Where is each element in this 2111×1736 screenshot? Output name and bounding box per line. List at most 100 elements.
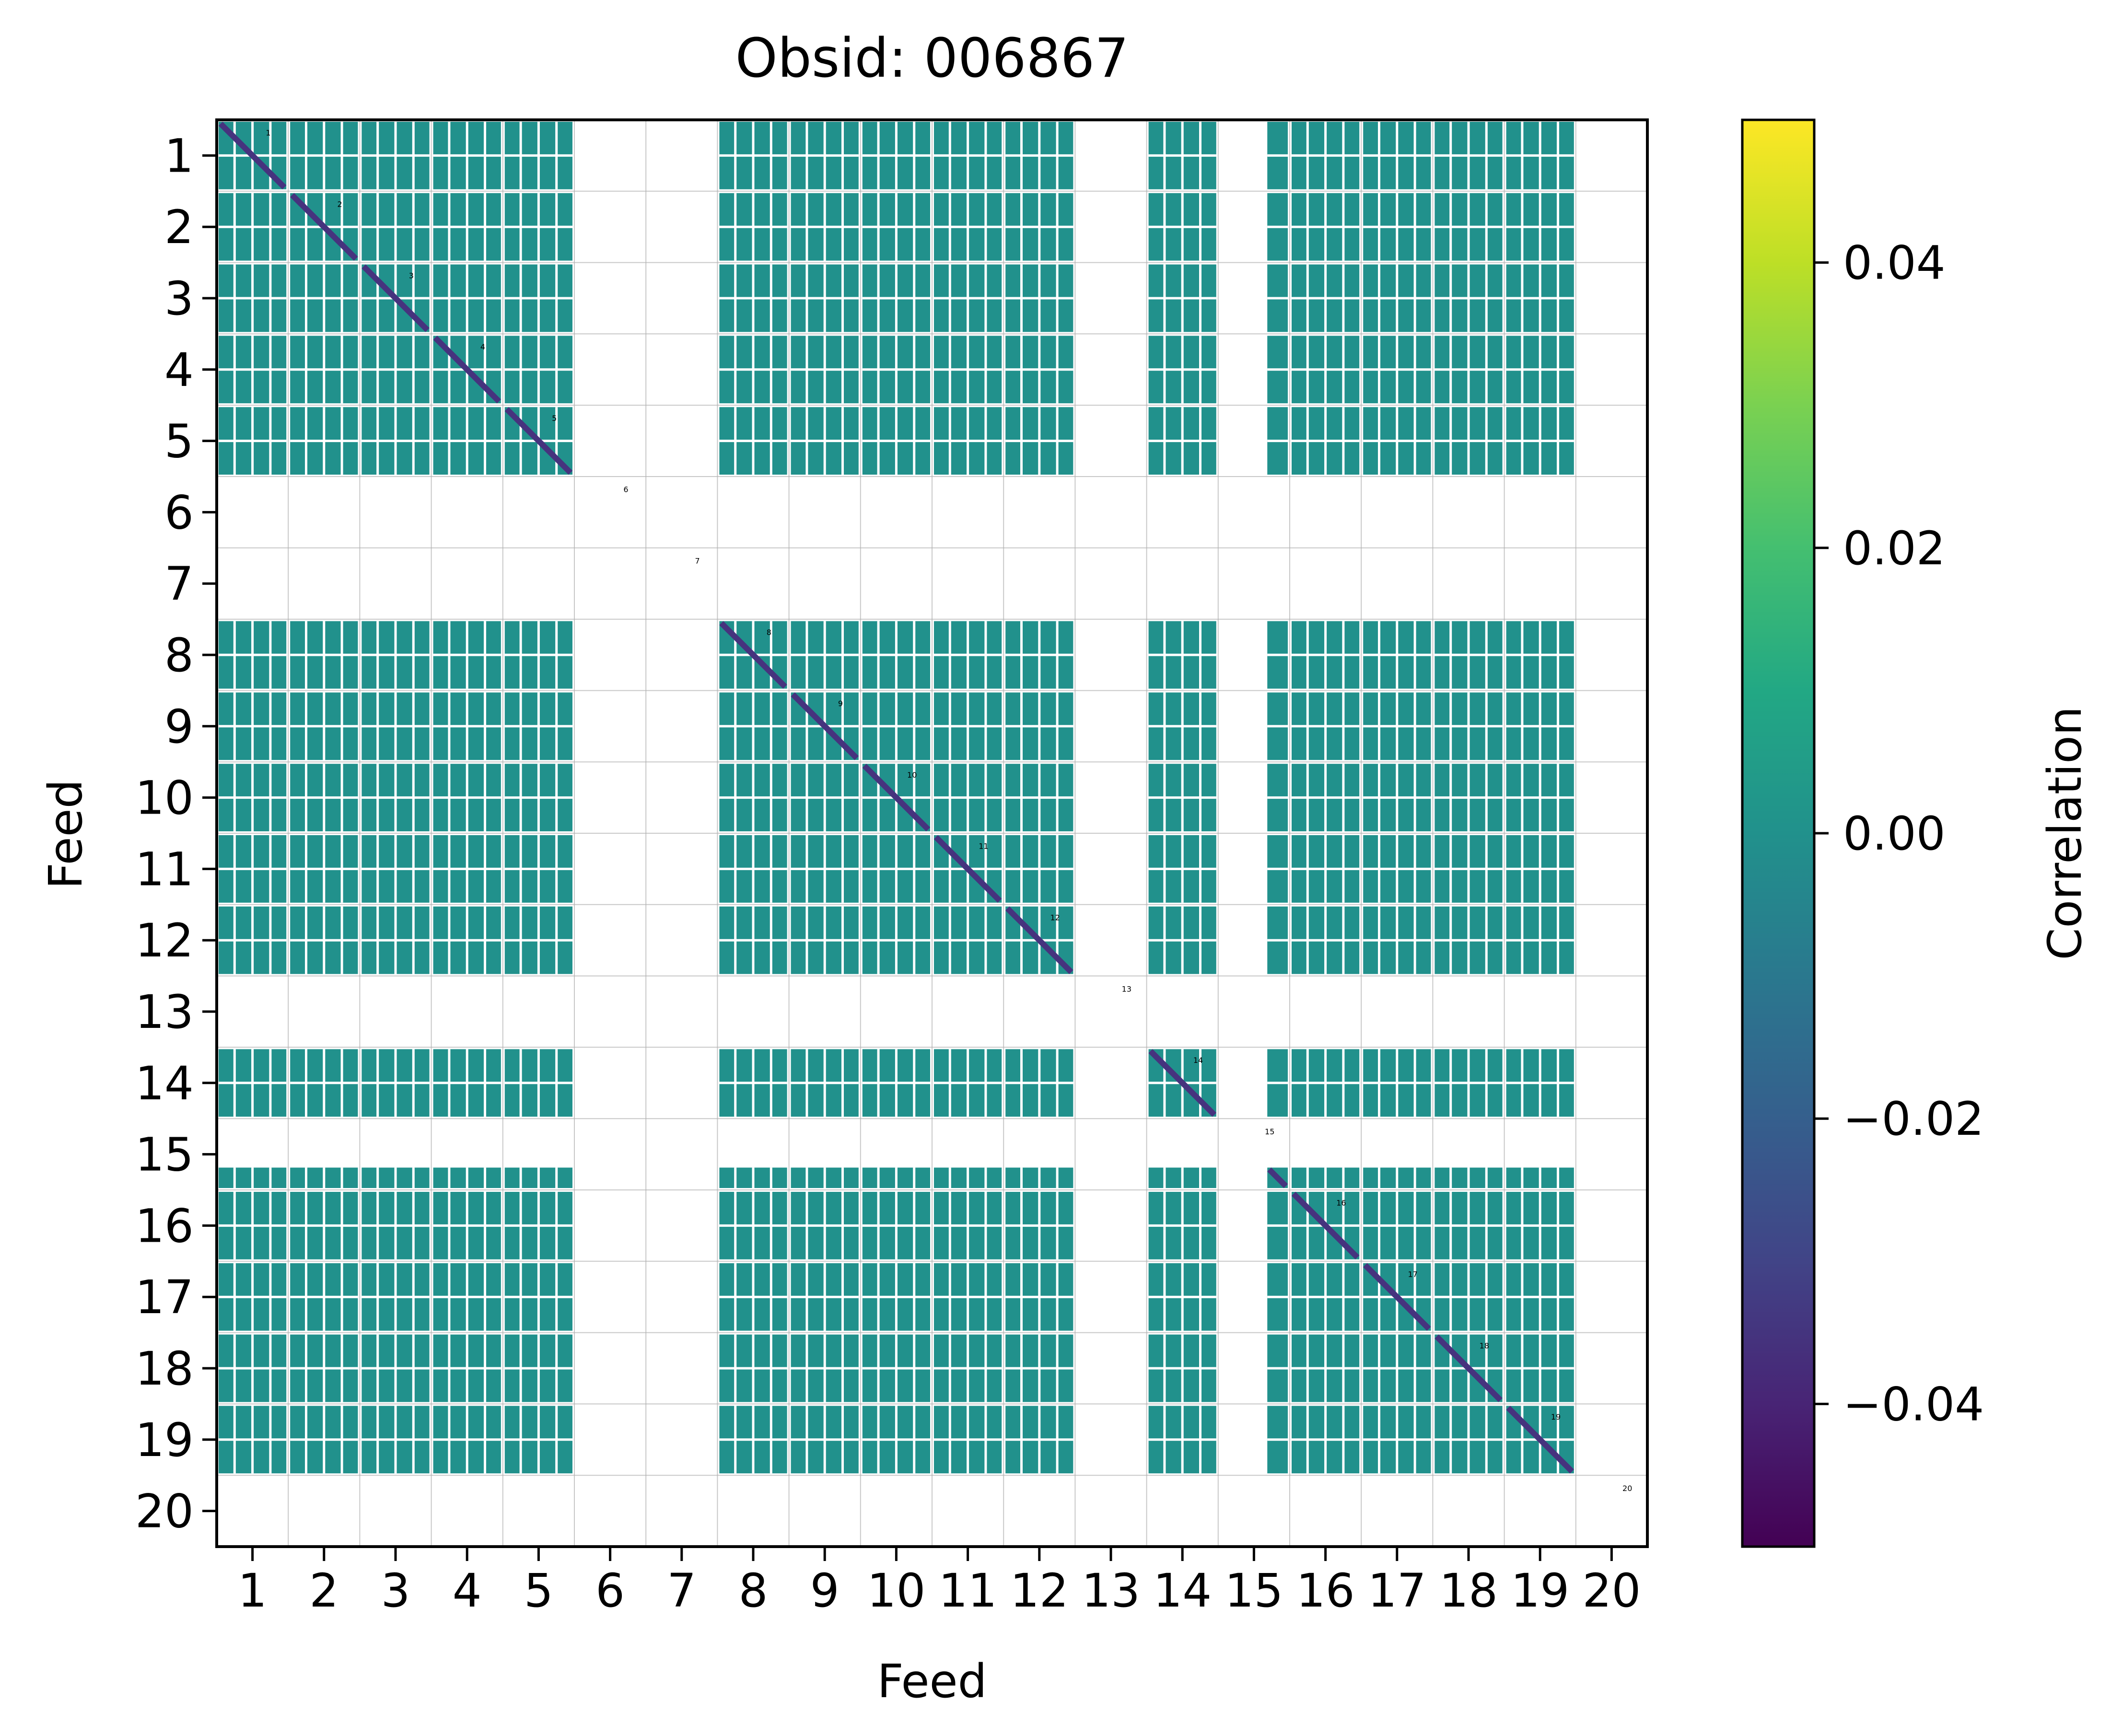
cell-15-10	[862, 1167, 930, 1188]
cell-4-1	[219, 336, 287, 404]
cell-2-8	[719, 193, 787, 261]
cell-16-17	[1363, 1192, 1431, 1259]
colorbar-tick-label-2: 0.00	[1843, 807, 1946, 861]
cell-12-1	[219, 906, 287, 974]
y-tick-label-18: 18	[135, 1342, 194, 1396]
cell-4-12	[1005, 336, 1073, 404]
cell-18-1	[219, 1334, 287, 1402]
x-tick-label-4: 4	[453, 1564, 482, 1618]
cell-16-3	[362, 1192, 430, 1259]
y-tick-label-6: 6	[164, 486, 194, 539]
cell-4-8	[719, 336, 787, 404]
diagonal-label-13: 13	[1122, 984, 1131, 993]
x-tick-label-19: 19	[1511, 1564, 1569, 1618]
diagonal-label-20: 20	[1622, 1484, 1632, 1493]
y-tick-label-1: 1	[164, 129, 194, 183]
cell-15-17	[1363, 1167, 1431, 1188]
heatmap-cells	[219, 122, 1574, 1474]
diagonal-label-14: 14	[1193, 1056, 1203, 1065]
x-tick-label-1: 1	[238, 1564, 267, 1618]
cell-3-4	[433, 264, 501, 332]
cell-17-15	[1267, 1263, 1288, 1331]
cell-18-14	[1148, 1334, 1216, 1402]
diagonal-segment-4	[433, 336, 502, 404]
y-tick-label-11: 11	[135, 842, 194, 896]
cell-14-8	[719, 1049, 787, 1117]
cell-3-5	[504, 264, 572, 332]
cell-11-3	[362, 835, 430, 903]
diagonal-segment-18	[1435, 1334, 1503, 1402]
cell-19-18	[1435, 1406, 1503, 1474]
diagonal-segment-15	[1267, 1167, 1288, 1188]
diagonal-segment-5	[504, 407, 573, 475]
y-tick-label-14: 14	[135, 1057, 194, 1110]
cell-1-2	[290, 122, 358, 189]
cell-17-14	[1148, 1263, 1216, 1331]
cell-11-5	[504, 835, 572, 903]
cell-15-1	[219, 1167, 287, 1188]
diagonal-segment-1	[218, 121, 287, 190]
cell-16-4	[433, 1192, 501, 1259]
cell-17-1	[219, 1263, 287, 1331]
cell-10-8	[719, 764, 787, 831]
cell-1-16	[1292, 122, 1360, 189]
cell-12-4	[433, 906, 501, 974]
cell-4-9	[791, 336, 859, 404]
cell-2-10	[862, 193, 930, 261]
diagonal-segment-3	[362, 264, 430, 332]
cell-4-14	[1148, 336, 1216, 404]
cell-18-17	[1363, 1334, 1431, 1402]
cell-5-16	[1292, 407, 1360, 475]
y-tick-label-5: 5	[164, 415, 194, 468]
cell-17-9	[791, 1263, 859, 1331]
y-tick-label-8: 8	[164, 629, 194, 682]
cell-18-16	[1292, 1334, 1360, 1402]
cell-8-12	[1005, 621, 1073, 689]
diagonal-label-11: 11	[979, 842, 988, 851]
y-axis-label: Feed	[39, 779, 93, 889]
cell-14-10	[862, 1049, 930, 1117]
colorbar-ticks: −0.04 −0.02 0.00 0.02 0.04	[1814, 236, 1984, 1431]
cell-16-15	[1267, 1192, 1288, 1259]
cell-8-1	[219, 621, 287, 689]
cell-17-10	[862, 1263, 930, 1331]
cell-11-17	[1363, 835, 1431, 903]
x-tick-label-9: 9	[810, 1564, 840, 1618]
cell-9-18	[1435, 692, 1503, 760]
cell-15-3	[362, 1167, 430, 1188]
cell-14-15	[1267, 1049, 1288, 1117]
x-tick-label-7: 7	[667, 1564, 696, 1618]
cell-2-14	[1148, 193, 1216, 261]
cell-5-18	[1435, 407, 1503, 475]
cell-2-9	[791, 193, 859, 261]
diagonal-segment-11	[933, 835, 1002, 903]
cell-18-2	[290, 1334, 358, 1402]
cell-3-8	[719, 264, 787, 332]
y-tick-label-17: 17	[135, 1270, 194, 1324]
cell-15-18	[1435, 1167, 1503, 1188]
cell-19-2	[290, 1406, 358, 1474]
cell-9-11	[934, 692, 1002, 760]
y-tick-label-4: 4	[164, 343, 194, 397]
x-tick-label-3: 3	[381, 1564, 410, 1618]
cell-8-19	[1506, 621, 1574, 689]
cell-19-16	[1292, 1406, 1360, 1474]
cell-3-19	[1506, 264, 1574, 332]
cell-15-19	[1506, 1167, 1574, 1188]
cell-14-5	[504, 1049, 572, 1117]
diagonal-label-17: 17	[1408, 1270, 1417, 1279]
cell-19-15	[1267, 1406, 1288, 1474]
cell-8-9	[791, 621, 859, 689]
cell-3-12	[1005, 264, 1073, 332]
cell-4-3	[362, 336, 430, 404]
diagonal-label-4: 4	[480, 342, 485, 351]
cell-1-5	[504, 122, 572, 189]
cell-9-17	[1363, 692, 1431, 760]
cell-17-3	[362, 1263, 430, 1331]
y-tick-label-7: 7	[164, 557, 194, 611]
cell-19-3	[362, 1406, 430, 1474]
cell-16-2	[290, 1192, 358, 1259]
diagonal-label-15: 15	[1265, 1127, 1274, 1136]
